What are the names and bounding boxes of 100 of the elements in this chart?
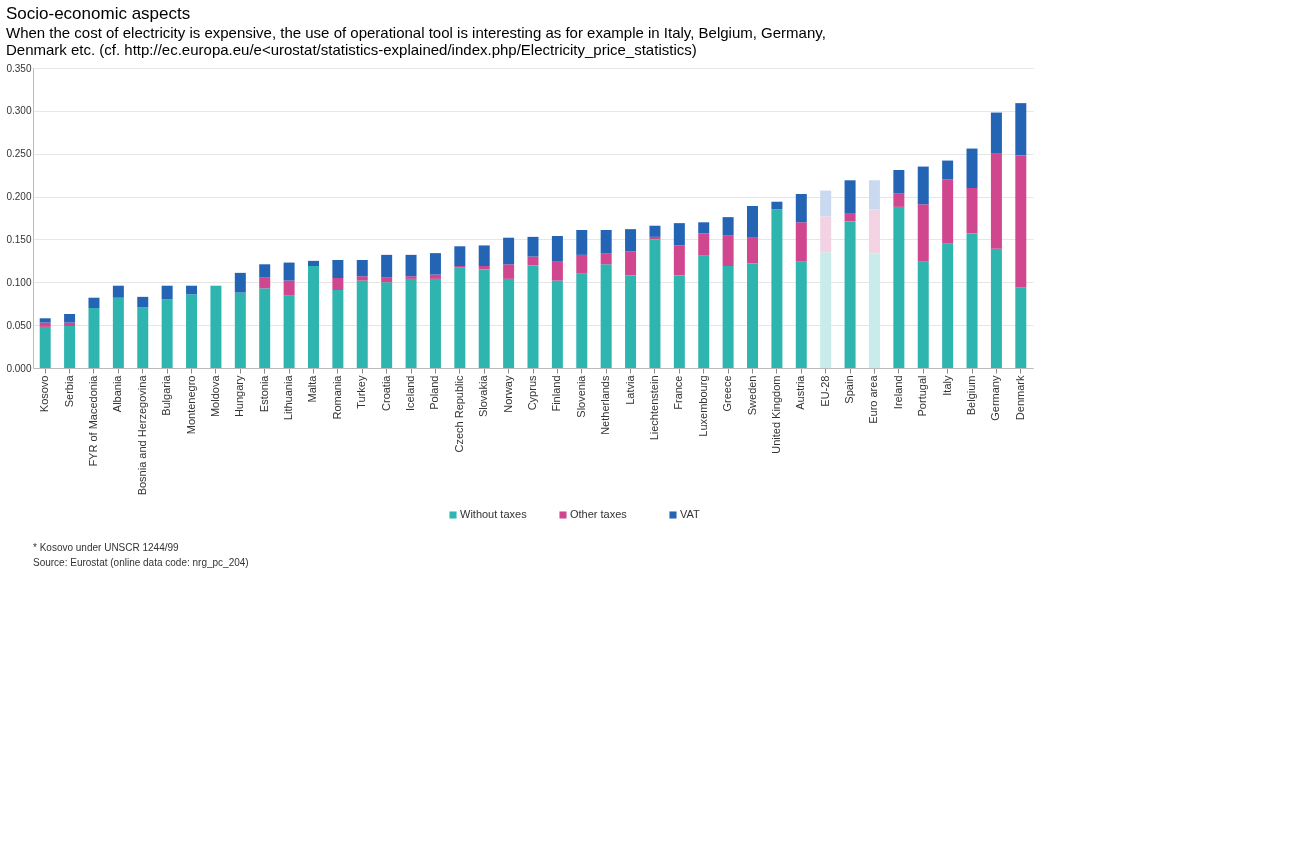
bar xyxy=(210,285,222,368)
bar xyxy=(722,217,734,236)
x-tick-label: Bulgaria xyxy=(160,374,173,416)
bar xyxy=(673,223,685,246)
bar xyxy=(820,190,832,217)
x-tick-label: Finland xyxy=(550,375,563,412)
bar xyxy=(625,229,637,252)
bar xyxy=(1015,287,1027,368)
bar xyxy=(503,278,515,368)
bar xyxy=(942,179,954,244)
bar xyxy=(966,148,978,188)
bar xyxy=(942,243,954,368)
bar xyxy=(673,275,685,368)
bar xyxy=(259,288,271,368)
bar xyxy=(600,253,612,265)
legend-label: VAT xyxy=(680,508,701,520)
bar xyxy=(893,193,905,207)
x-tick-label: Moldova xyxy=(208,374,221,418)
y-tick-label: 0.300 xyxy=(6,105,32,117)
x-tick-label: Latvia xyxy=(623,374,636,405)
x-tick-label: Belgium xyxy=(965,375,978,416)
bar xyxy=(283,295,295,368)
bar xyxy=(259,277,271,289)
bar xyxy=(698,222,710,234)
bar xyxy=(307,266,319,368)
bar xyxy=(844,221,856,368)
y-tick-label: 0.000 xyxy=(6,362,32,374)
bar xyxy=(137,296,149,308)
bar xyxy=(186,294,198,368)
bar xyxy=(990,153,1002,249)
bar xyxy=(356,280,368,368)
x-tick-label: Bosnia and Herzegovina xyxy=(135,374,148,496)
bar xyxy=(332,260,344,278)
bar xyxy=(1015,155,1027,288)
bar xyxy=(137,307,149,368)
bar xyxy=(454,267,466,368)
bar xyxy=(551,261,563,281)
legend-label: Other taxes xyxy=(570,508,628,520)
bar xyxy=(844,180,856,214)
bar xyxy=(161,285,173,300)
bar xyxy=(259,264,271,278)
bar xyxy=(771,201,783,210)
bar xyxy=(551,236,563,262)
bar xyxy=(112,285,124,298)
x-tick-label: Sweden xyxy=(745,375,758,416)
x-tick-label: France xyxy=(672,375,685,410)
bar xyxy=(942,160,954,180)
bar xyxy=(405,254,417,277)
x-tick-label: Italy xyxy=(940,375,953,396)
bar xyxy=(820,252,832,368)
bar xyxy=(868,180,880,210)
bar xyxy=(112,297,124,368)
bar xyxy=(39,326,51,368)
bar xyxy=(64,314,76,323)
x-tick-label: Liechtenstein xyxy=(647,375,660,441)
source-note: Source: Eurostat (online data code: nrg_pc_204) xyxy=(33,556,249,568)
bar xyxy=(429,253,441,275)
bar xyxy=(405,278,417,368)
chart-title: Socio-economic aspects xyxy=(5,4,191,23)
bar xyxy=(698,255,710,368)
legend-label: Without taxes xyxy=(460,508,528,520)
bar xyxy=(576,230,588,255)
bar xyxy=(234,292,246,368)
x-tick-label: Luxembourg xyxy=(696,375,709,437)
bar xyxy=(698,233,710,256)
bar xyxy=(39,322,51,327)
bar xyxy=(893,206,905,368)
x-tick-label: Croatia xyxy=(379,374,392,411)
bar xyxy=(381,277,393,283)
x-tick-label: Montenegro xyxy=(184,375,197,435)
bar xyxy=(722,266,734,368)
bar xyxy=(722,235,734,266)
x-tick-label: EU-28 xyxy=(818,375,831,407)
bar xyxy=(771,209,783,368)
x-tick-label: Spain xyxy=(843,375,856,404)
bar xyxy=(868,209,880,254)
bar xyxy=(795,261,807,368)
x-tick-label: Slovenia xyxy=(574,374,587,418)
bar xyxy=(649,225,661,237)
x-tick-label: Slovakia xyxy=(477,374,490,418)
x-tick-label: Malta xyxy=(306,374,319,403)
x-tick-label: Ireland xyxy=(891,375,904,410)
bar xyxy=(551,280,563,368)
bar xyxy=(990,112,1002,154)
bar xyxy=(283,262,295,281)
bar xyxy=(381,254,393,278)
x-tick-label: Kosovo xyxy=(38,375,51,413)
bar xyxy=(234,272,246,293)
x-tick-label: Turkey xyxy=(355,375,368,409)
bar xyxy=(332,290,344,368)
x-tick-label: Germany xyxy=(989,375,1002,421)
bar xyxy=(503,264,515,279)
x-tick-label: Estonia xyxy=(257,374,270,413)
bar xyxy=(527,256,539,266)
x-tick-label: Euro area xyxy=(867,374,880,424)
bar xyxy=(795,222,807,262)
x-tick-label: Romania xyxy=(330,374,343,420)
y-tick-label: 0.100 xyxy=(6,276,32,288)
bar xyxy=(917,261,929,368)
x-tick-label: Norway xyxy=(501,375,514,413)
